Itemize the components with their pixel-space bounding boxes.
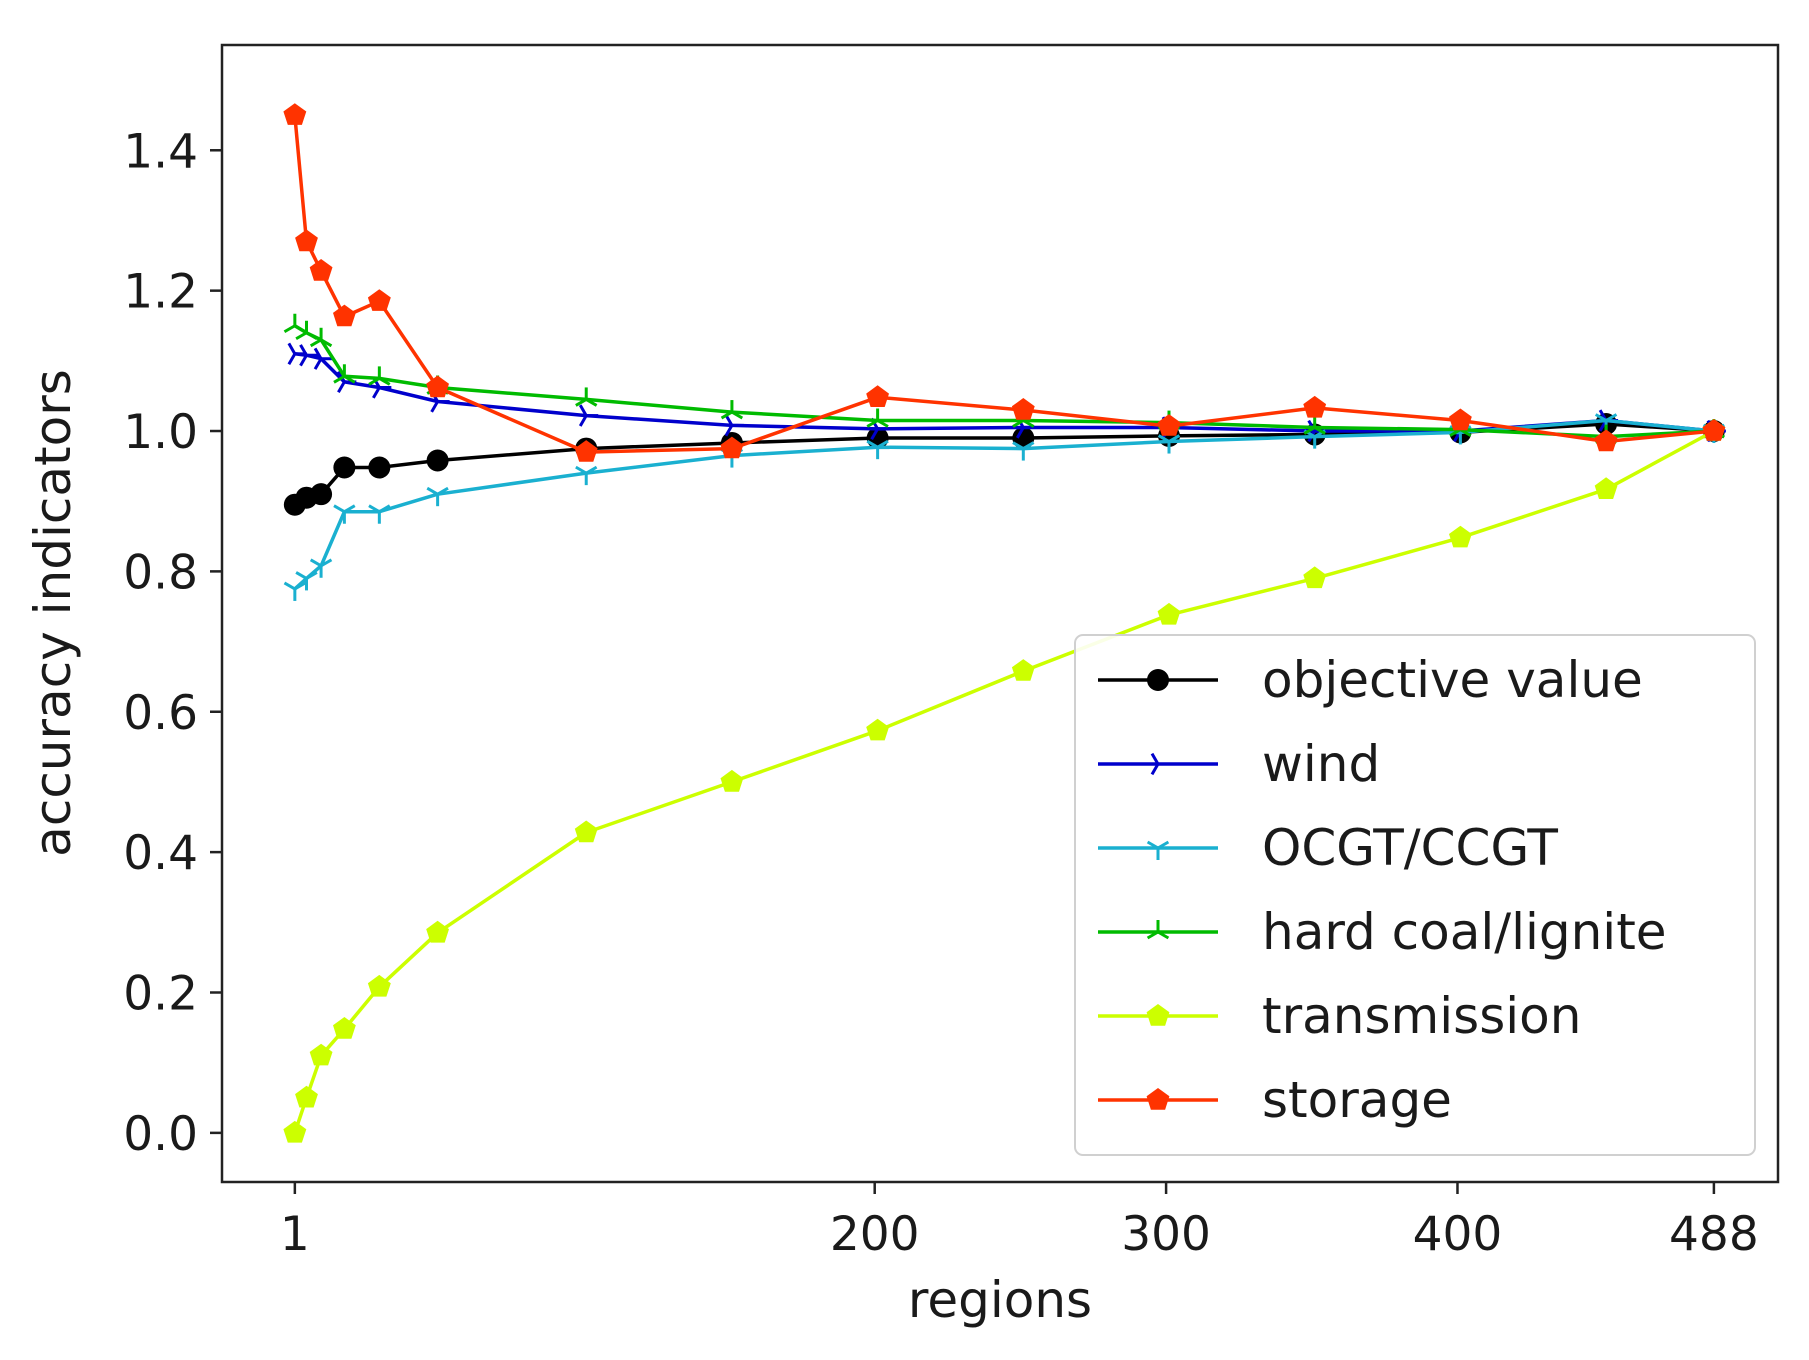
legend-label: objective value <box>1262 651 1643 709</box>
data-point-transmission <box>333 1017 356 1039</box>
legend-box <box>1074 634 1756 1156</box>
x-tick-label: 488 <box>1669 1207 1759 1262</box>
data-point-objective-value <box>368 456 391 479</box>
x-tick-label: 400 <box>1413 1207 1503 1262</box>
legend-entry-storage: storage <box>1098 1071 1452 1129</box>
series-layer <box>283 103 1726 1143</box>
data-point-storage <box>720 436 744 459</box>
y-tick-label: 1.0 <box>123 405 198 460</box>
legend: objective value wind OCGT/CCGT hard coal/li… <box>1074 634 1756 1156</box>
data-point-wind <box>724 414 744 437</box>
data-point-storage <box>1702 419 1726 441</box>
data-point-storage <box>1594 429 1618 452</box>
legend-label: OCGT/CCGT <box>1262 819 1558 877</box>
data-point-transmission <box>1011 659 1035 681</box>
data-point-storage <box>283 103 307 125</box>
data-point-transmission <box>1449 525 1472 548</box>
data-point-objective-value <box>333 456 356 479</box>
legend-label: hard coal/lignite <box>1262 903 1667 961</box>
data-point-storage <box>367 289 391 311</box>
legend-marker <box>1150 752 1170 776</box>
data-point-storage <box>295 229 318 252</box>
data-point-ocgt-ccgt <box>575 465 598 486</box>
data-point-transmission <box>1303 566 1327 589</box>
data-point-transmission <box>309 1043 333 1066</box>
data-point-wind <box>578 404 599 427</box>
data-point-hard-coal-lignite <box>575 387 598 407</box>
legend-items: objective value wind OCGT/CCGT hard coal/li… <box>1098 651 1667 1129</box>
data-point-storage <box>426 375 449 398</box>
legend-marker <box>1146 840 1170 860</box>
legend-entry-objective-value: objective value <box>1098 651 1643 709</box>
data-point-hard-coal-lignite <box>866 408 889 428</box>
data-point-storage <box>333 304 356 327</box>
legend-entry-hard-coal-lignite: hard coal/lignite <box>1098 903 1667 961</box>
data-point-ocgt-ccgt <box>426 486 449 507</box>
legend-label: transmission <box>1262 987 1581 1045</box>
data-point-ocgt-ccgt <box>283 581 306 601</box>
data-point-transmission <box>574 820 598 843</box>
y-tick-label: 0.2 <box>123 967 198 1022</box>
data-point-storage <box>1449 408 1472 431</box>
data-point-ocgt-ccgt <box>368 504 391 524</box>
legend-marker <box>1147 669 1169 691</box>
data-point-transmission <box>283 1120 307 1143</box>
y-tick-label: 0.6 <box>123 686 198 741</box>
data-point-storage <box>574 440 598 462</box>
series-storage <box>283 103 1726 462</box>
series-transmission <box>283 419 1726 1143</box>
data-point-ocgt-ccgt <box>866 439 889 460</box>
y-axis-label: accuracy indicators <box>24 369 82 857</box>
legend-marker <box>1146 1088 1170 1110</box>
data-point-hard-coal-lignite <box>368 366 391 386</box>
legend-marker <box>1146 1004 1170 1026</box>
data-point-transmission <box>1157 602 1181 625</box>
y-tick-label: 1.4 <box>123 124 198 179</box>
data-point-hard-coal-lignite <box>309 327 333 348</box>
axis-layer: 1 200 300 400 488 0.0 0.2 0.4 0.6 0.8 1.0 1.2 1.4 <box>123 124 1759 1262</box>
data-point-objective-value <box>310 483 333 506</box>
data-point-transmission <box>426 920 449 943</box>
data-point-ocgt-ccgt <box>295 571 318 591</box>
x-tick-label: 200 <box>830 1207 920 1262</box>
data-point-hard-coal-lignite <box>283 313 306 334</box>
legend-label: wind <box>1262 735 1380 793</box>
legend-entry-ocgt-ccgt: OCGT/CCGT <box>1098 819 1558 877</box>
data-point-transmission <box>367 974 391 997</box>
x-tick-label: 300 <box>1121 1207 1211 1262</box>
data-point-ocgt-ccgt <box>1012 441 1035 461</box>
y-tick-label: 0.0 <box>123 1107 198 1162</box>
data-point-objective-value <box>1012 427 1035 450</box>
data-point-storage <box>866 385 889 407</box>
data-point-hard-coal-lignite <box>720 400 744 420</box>
data-point-transmission <box>720 769 744 792</box>
data-point-wind <box>313 347 334 370</box>
data-point-objective-value <box>426 449 449 472</box>
data-point-hard-coal-lignite <box>295 320 318 341</box>
data-point-storage <box>1303 395 1327 418</box>
data-point-storage <box>309 259 333 281</box>
x-axis-label: regions <box>908 1271 1092 1329</box>
x-tick-label: 1 <box>280 1207 310 1262</box>
data-point-transmission <box>1594 477 1618 499</box>
data-point-transmission <box>866 718 889 741</box>
data-point-storage <box>1157 414 1181 436</box>
y-tick-label: 1.2 <box>123 265 198 320</box>
data-point-ocgt-ccgt <box>333 504 356 524</box>
data-point-storage <box>1011 398 1035 420</box>
legend-entry-transmission: transmission <box>1098 987 1581 1045</box>
y-tick-label: 0.4 <box>123 826 198 881</box>
data-point-wind <box>299 344 319 367</box>
legend-label: storage <box>1262 1071 1452 1129</box>
data-point-ocgt-ccgt <box>309 558 333 578</box>
legend-entry-wind: wind <box>1098 735 1380 793</box>
data-point-transmission <box>295 1085 318 1108</box>
legend-marker <box>1146 920 1170 940</box>
data-point-ocgt-ccgt <box>1157 434 1181 454</box>
y-tick-label: 0.8 <box>123 545 198 600</box>
data-point-hard-coal-lignite <box>333 364 356 384</box>
